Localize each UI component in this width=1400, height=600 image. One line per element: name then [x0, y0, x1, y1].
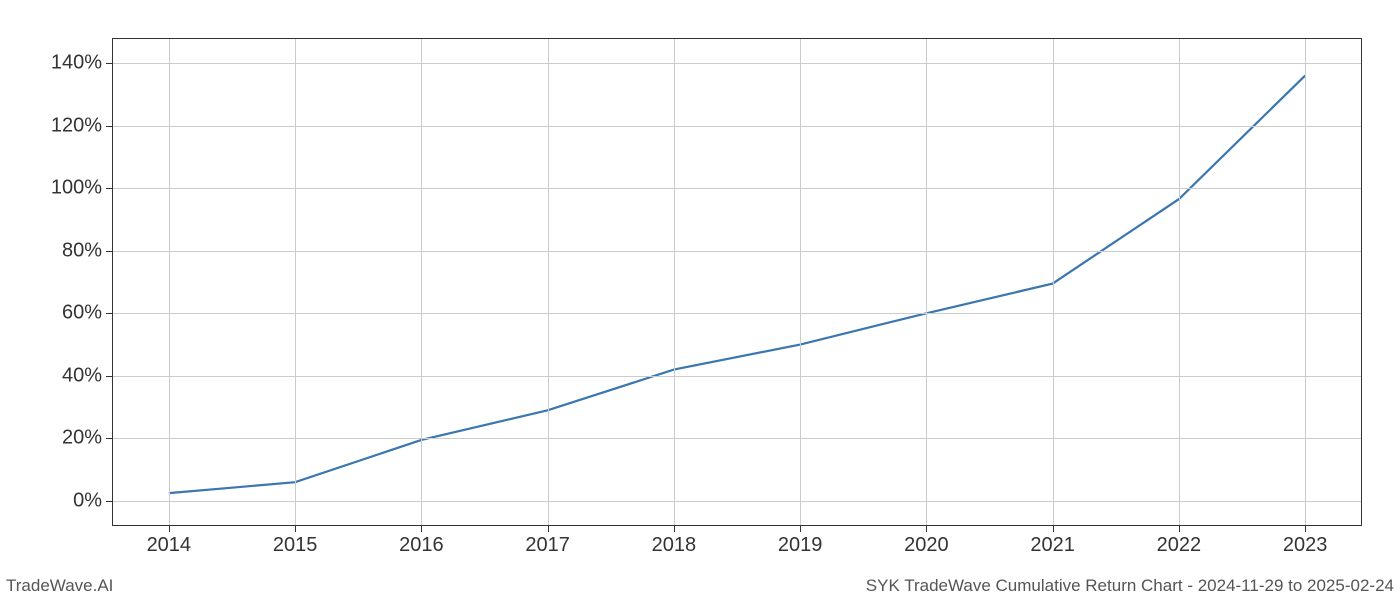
x-tick-label: 2018: [652, 526, 697, 557]
line-series-svg: [112, 38, 1362, 526]
right-spine: [1361, 38, 1362, 526]
grid-line-horizontal: [112, 251, 1362, 252]
y-tick-label: 80%: [62, 239, 112, 262]
grid-line-horizontal: [112, 501, 1362, 502]
grid-line-horizontal: [112, 438, 1362, 439]
grid-line-vertical: [1305, 38, 1306, 526]
grid-line-horizontal: [112, 313, 1362, 314]
x-tick-label: 2015: [273, 526, 318, 557]
x-tick-label: 2016: [399, 526, 444, 557]
return-line: [169, 76, 1305, 494]
grid-line-vertical: [295, 38, 296, 526]
grid-line-horizontal: [112, 126, 1362, 127]
grid-line-vertical: [169, 38, 170, 526]
y-tick-label: 60%: [62, 302, 112, 325]
y-tick-label: 0%: [73, 489, 112, 512]
y-tick-label: 120%: [51, 114, 112, 137]
grid-line-horizontal: [112, 63, 1362, 64]
footer-left: TradeWave.AI: [6, 576, 113, 596]
y-axis-spine: [112, 38, 113, 526]
grid-line-vertical: [674, 38, 675, 526]
x-tick-label: 2019: [778, 526, 823, 557]
grid-line-vertical: [421, 38, 422, 526]
y-tick-label: 140%: [51, 52, 112, 75]
grid-line-vertical: [1179, 38, 1180, 526]
x-tick-label: 2022: [1157, 526, 1202, 557]
footer-right: SYK TradeWave Cumulative Return Chart - …: [866, 576, 1394, 596]
plot-area: 2014201520162017201820192020202120222023…: [112, 38, 1362, 526]
grid-line-vertical: [800, 38, 801, 526]
top-spine: [112, 38, 1362, 39]
x-tick-label: 2017: [525, 526, 570, 557]
grid-line-vertical: [926, 38, 927, 526]
grid-line-vertical: [548, 38, 549, 526]
grid-line-vertical: [1053, 38, 1054, 526]
grid-line-horizontal: [112, 376, 1362, 377]
grid-line-horizontal: [112, 188, 1362, 189]
x-axis-spine: [112, 525, 1362, 526]
y-tick-label: 40%: [62, 364, 112, 387]
y-tick-label: 100%: [51, 177, 112, 200]
x-tick-label: 2021: [1030, 526, 1075, 557]
y-tick-label: 20%: [62, 427, 112, 450]
x-tick-label: 2020: [904, 526, 949, 557]
x-tick-label: 2014: [147, 526, 192, 557]
x-tick-label: 2023: [1283, 526, 1328, 557]
